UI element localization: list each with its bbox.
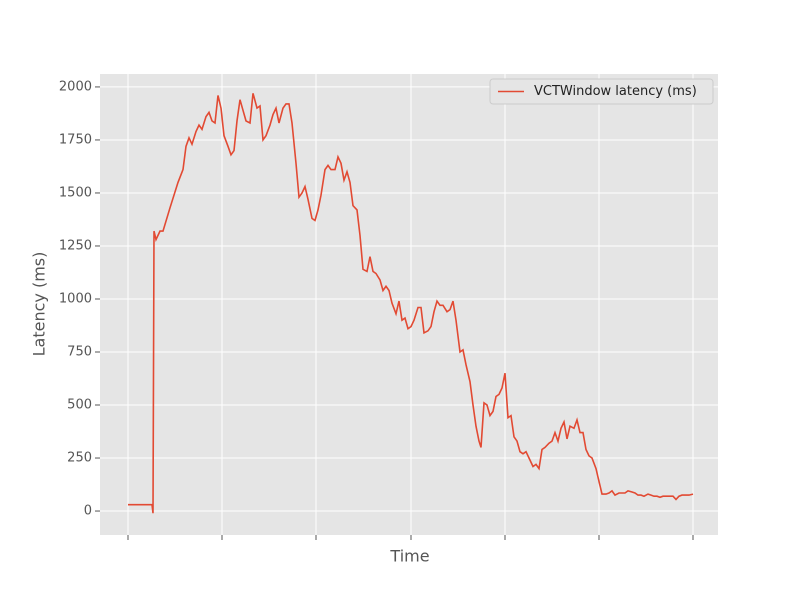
y-tick-label: 2000: [59, 79, 92, 94]
y-axis-label: Latency (ms): [30, 252, 49, 357]
y-tick-label: 1500: [59, 185, 92, 200]
data-line: [128, 93, 694, 514]
y-tick-label: 250: [67, 451, 92, 466]
y-tick-label: 500: [67, 398, 92, 413]
legend-label: VCTWindow latency (ms): [534, 84, 697, 99]
y-tick-label: 1750: [59, 132, 92, 147]
legend: [489, 78, 714, 105]
x-axis-label: Time: [389, 547, 429, 566]
y-tick-label: 1250: [59, 238, 92, 253]
y-tick-label: 1000: [59, 291, 92, 306]
y-tick-label: 750: [67, 344, 92, 359]
y-tick-label: 0: [84, 504, 92, 519]
